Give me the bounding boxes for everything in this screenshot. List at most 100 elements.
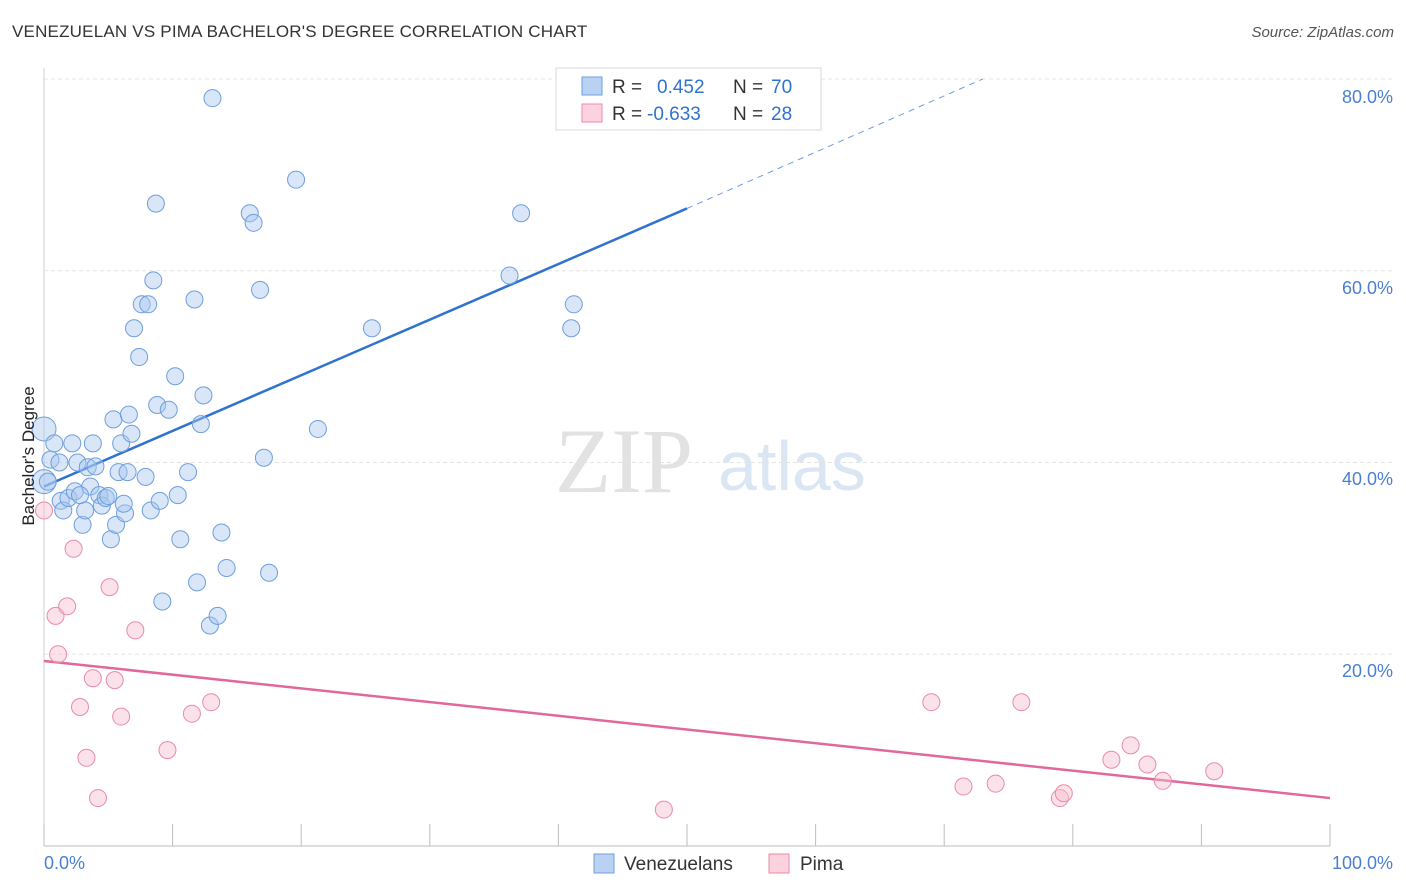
venezuelan-point: [68, 453, 87, 472]
venezuelan-point: [130, 348, 149, 367]
venezuelan-point: [146, 194, 165, 213]
pima-point: [1138, 755, 1157, 774]
venezuelan-point: [141, 501, 160, 520]
pima-point: [954, 777, 973, 796]
venezuelan-point: [125, 319, 144, 338]
venezuelan-point: [96, 488, 115, 507]
pima-point: [112, 707, 131, 726]
venezuelan-point: [116, 504, 135, 523]
pima-point: [71, 697, 90, 716]
stats-r-label-pink: R =: [612, 104, 642, 125]
venezuelan-point: [168, 486, 187, 505]
y-tick-labels: 20.0% 40.0% 60.0% 80.0%: [1342, 87, 1393, 681]
venezuelan-point: [188, 573, 207, 592]
pima-point: [1205, 762, 1224, 781]
stats-n-label-blue: N =: [733, 77, 763, 98]
x-tick-label-min: 0.0%: [44, 853, 85, 873]
pima-point: [1054, 784, 1073, 803]
watermark-atlas: atlas: [718, 427, 866, 505]
pima-points: [35, 501, 1224, 819]
venezuelan-point: [83, 434, 102, 453]
venezuelan-point: [562, 319, 581, 338]
y-tick-label-60: 60.0%: [1342, 278, 1393, 298]
x-tick-label-max: 100.0%: [1332, 853, 1393, 873]
venezuelan-point: [166, 367, 185, 386]
venezuelan-point: [512, 204, 531, 223]
venezuelan-point: [63, 434, 82, 453]
pima-point: [158, 741, 177, 760]
stats-n-label-pink: N =: [733, 104, 763, 125]
pima-point: [126, 621, 145, 640]
chart-title: VENEZUELAN VS PIMA BACHELOR'S DEGREE COR…: [12, 22, 588, 41]
venezuelan-points: [31, 89, 583, 635]
venezuelan-point: [104, 410, 123, 429]
pima-point: [46, 606, 65, 625]
pima-point: [654, 800, 673, 819]
bottom-legend-swatch-pima: [768, 853, 790, 874]
venezuelan-point: [150, 491, 169, 510]
bottom-legend-swatch-venezuelans: [593, 853, 615, 874]
stats-r-value-pink: -0.633: [647, 104, 701, 125]
pima-point: [35, 501, 53, 520]
pima-point: [58, 597, 77, 616]
bottom-legend: Venezuelans Pima: [593, 853, 844, 875]
trend-line-venezuelans-extension: [686, 78, 983, 209]
venezuelan-point: [73, 515, 92, 534]
pima-point: [77, 748, 96, 767]
chart-source: Source: ZipAtlas.com: [1251, 24, 1394, 41]
bottom-legend-label-pima: Pima: [800, 854, 844, 875]
stats-n-value-pink: 28: [771, 104, 792, 125]
watermark: ZIP atlas: [555, 410, 866, 512]
venezuelan-point: [217, 558, 236, 577]
venezuelan-point: [260, 563, 279, 582]
venezuelan-point: [240, 204, 259, 223]
pima-point: [89, 789, 108, 808]
venezuelan-point: [71, 486, 90, 505]
venezuelan-point: [119, 405, 138, 424]
venezuelan-point: [99, 487, 118, 506]
venezuelan-point: [185, 290, 204, 309]
pima-point: [986, 774, 1005, 793]
venezuelan-point: [148, 395, 167, 414]
venezuelan-point: [132, 295, 151, 314]
axes: [43, 68, 1331, 847]
y-tick-label-40: 40.0%: [1342, 469, 1393, 489]
stats-legend: R = 0.452 N = 70 R = -0.633 N = 28: [555, 67, 822, 131]
venezuelan-point: [38, 472, 57, 491]
trend-line-pima: [43, 659, 1331, 800]
venezuelan-point: [308, 419, 327, 438]
venezuelan-point: [251, 280, 270, 299]
pima-point: [105, 671, 124, 690]
stats-n-value-blue: 70: [771, 77, 792, 98]
venezuelan-point: [244, 213, 263, 232]
venezuelan-point: [171, 530, 190, 549]
venezuelan-point: [109, 463, 128, 482]
watermark-zip: ZIP: [555, 410, 693, 512]
venezuelan-point: [114, 494, 133, 513]
stats-legend-swatch-pink: [581, 103, 603, 123]
venezuelan-point: [136, 467, 155, 486]
venezuelan-point: [86, 457, 105, 476]
venezuelan-point: [191, 415, 210, 434]
trend-lines: [43, 78, 1331, 800]
venezuelan-point: [500, 266, 519, 285]
pima-point: [83, 669, 102, 688]
venezuelan-point: [50, 453, 69, 472]
venezuelan-point: [144, 271, 163, 290]
stats-r-value-blue: 0.452: [657, 77, 705, 98]
venezuelan-point: [362, 319, 381, 338]
venezuelan-point: [287, 170, 306, 189]
venezuelan-point: [159, 400, 178, 419]
venezuelan-point: [76, 501, 95, 520]
bottom-legend-label-venezuelans: Venezuelans: [624, 854, 733, 875]
y-tick-label-80: 80.0%: [1342, 87, 1393, 107]
venezuelan-point: [153, 592, 172, 611]
pima-point: [1102, 750, 1121, 769]
venezuelan-point: [118, 463, 137, 482]
venezuelan-point: [194, 386, 213, 405]
pima-point: [100, 578, 119, 597]
y-tick-label-20: 20.0%: [1342, 661, 1393, 681]
stats-r-label-blue: R =: [612, 77, 642, 98]
venezuelan-point: [122, 424, 141, 443]
venezuelan-point: [101, 530, 120, 549]
